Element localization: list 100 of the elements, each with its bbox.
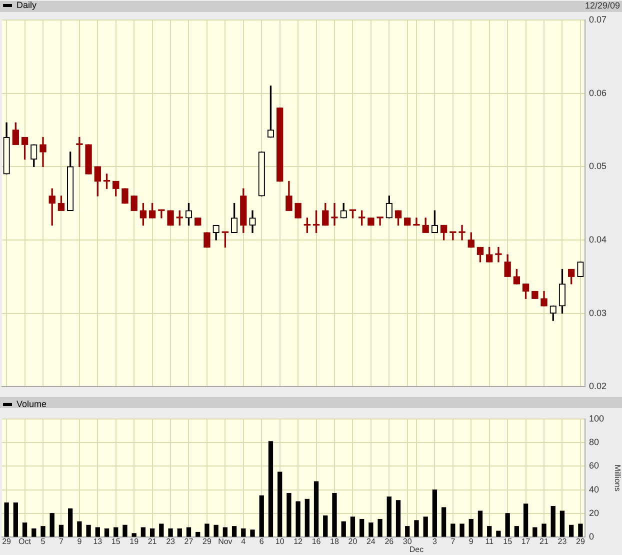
y-tick-label: 0.04 xyxy=(589,234,607,244)
x-tick-label: 15 xyxy=(503,537,513,546)
x-tick-label: 19 xyxy=(130,537,140,546)
x-tick-label: 15 xyxy=(111,537,121,546)
x-tick-label: 12 xyxy=(294,537,304,546)
bar xyxy=(350,516,356,537)
y-axis-title: Millions xyxy=(612,464,622,492)
x-tick-label: 9 xyxy=(77,537,82,546)
bar xyxy=(32,528,36,537)
bar xyxy=(4,502,9,537)
bar xyxy=(496,530,501,537)
legend-label: Volume xyxy=(16,398,47,409)
bar xyxy=(22,522,28,537)
x-tick-label: 26 xyxy=(384,537,394,546)
bar xyxy=(478,510,483,537)
bar xyxy=(396,500,401,537)
bar xyxy=(405,526,410,537)
x-tick-label: Oct xyxy=(18,537,32,546)
bar xyxy=(186,527,192,537)
bar xyxy=(58,524,64,537)
x-tick-label: 23 xyxy=(166,537,176,546)
bar xyxy=(359,518,364,537)
x-tick-label: 16 xyxy=(312,537,322,546)
x-tick-label: 7 xyxy=(58,537,64,546)
x-tick-label: 21 xyxy=(540,537,550,546)
bar xyxy=(460,524,464,537)
bar xyxy=(296,501,300,537)
x-tick-label: 6 xyxy=(259,537,264,546)
bar xyxy=(259,495,264,537)
bar xyxy=(450,524,456,537)
x-tick-label: 3 xyxy=(432,537,438,546)
x-tick-label: 18 xyxy=(330,537,340,546)
y-tick-label: 40 xyxy=(589,484,600,494)
bar xyxy=(314,481,319,537)
x-tick-label: 17 xyxy=(521,537,531,546)
x-tick-label: 4 xyxy=(241,537,246,546)
bar xyxy=(241,528,246,537)
x-tick-label: 29 xyxy=(576,537,586,546)
bar xyxy=(204,524,210,537)
bar xyxy=(95,527,100,537)
y-tick-label: 0.06 xyxy=(589,88,607,98)
bar xyxy=(40,526,46,537)
x-tick-label: 29 xyxy=(2,537,12,546)
legend-label: Daily xyxy=(16,0,38,10)
bar xyxy=(286,493,292,537)
bar xyxy=(560,510,565,537)
bar xyxy=(214,524,218,537)
bar xyxy=(250,530,255,537)
y-tick-label: 0.02 xyxy=(589,381,607,392)
y-tick-label: 0 xyxy=(589,531,594,542)
candlestick xyxy=(458,224,466,240)
y-tick-label: 100 xyxy=(589,413,604,424)
x-tick-label: 20 xyxy=(348,537,358,546)
candlestick xyxy=(376,216,384,226)
bar xyxy=(550,506,556,537)
bar xyxy=(150,528,155,537)
candlestick xyxy=(76,136,83,167)
y-tick-label: 60 xyxy=(589,460,600,471)
x-tick-label: Dec xyxy=(409,545,424,554)
bar xyxy=(441,507,446,537)
bar xyxy=(386,496,392,537)
bar xyxy=(114,527,118,537)
bar xyxy=(50,513,54,537)
y-tick-label: 0.03 xyxy=(589,308,607,318)
x-tick-label: Nov xyxy=(218,537,232,546)
bar xyxy=(278,472,282,537)
bar xyxy=(232,526,237,537)
bar xyxy=(132,533,136,537)
bar xyxy=(414,520,419,537)
bar xyxy=(13,502,18,537)
bar xyxy=(268,441,274,537)
y-tick-label: 80 xyxy=(589,437,600,448)
bar xyxy=(468,518,474,537)
bar xyxy=(341,521,346,537)
x-tick-label: 5 xyxy=(40,537,46,546)
bar xyxy=(222,527,228,537)
text: 12/29/09 xyxy=(584,0,620,10)
y-tick-label: 0.07 xyxy=(589,14,607,24)
bar xyxy=(505,513,510,537)
bar xyxy=(122,524,128,537)
bar xyxy=(542,524,546,537)
x-tick-label: 30 xyxy=(402,537,412,546)
candlestick xyxy=(331,202,338,226)
bar xyxy=(159,524,164,537)
x-tick-label: 27 xyxy=(184,537,194,546)
bar xyxy=(578,524,583,537)
candlestick xyxy=(413,218,420,226)
bar xyxy=(423,516,428,537)
candlestick xyxy=(495,246,502,262)
bar xyxy=(68,508,73,537)
bar xyxy=(304,498,310,537)
bar xyxy=(523,504,528,537)
bar xyxy=(532,527,538,537)
bar xyxy=(432,489,438,537)
x-tick-label: 24 xyxy=(366,537,376,546)
x-tick-label: 11 xyxy=(485,537,494,546)
x-tick-label: 9 xyxy=(468,537,474,546)
y-tick-label: 20 xyxy=(589,508,600,518)
bar xyxy=(140,527,146,537)
bar xyxy=(168,528,173,537)
